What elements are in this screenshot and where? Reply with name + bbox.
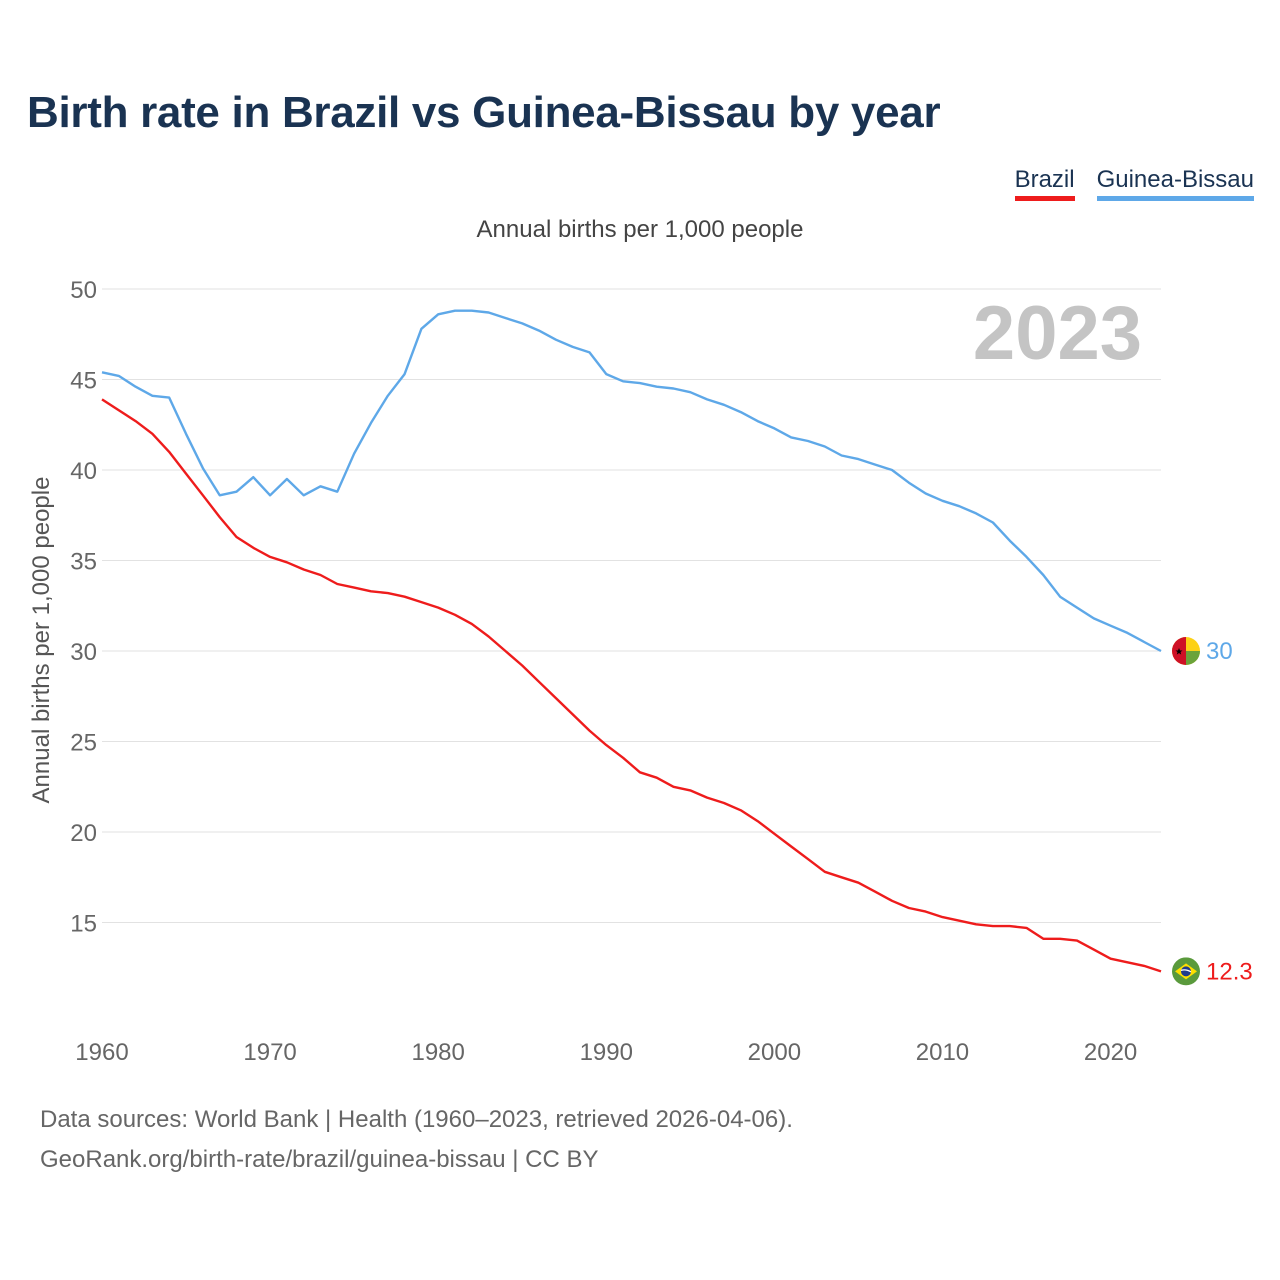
brazil-flag-icon — [1172, 957, 1200, 986]
legend-item-guinea-bissau[interactable]: Guinea-Bissau — [1096, 166, 1254, 201]
x-tick-label: 1960 — [75, 1039, 128, 1066]
legend: Brazil Guinea-Bissau — [1014, 166, 1254, 201]
y-tick-label: 20 — [70, 820, 97, 847]
y-axis-ticks: 15 20 25 30 35 40 45 50 — [70, 277, 97, 938]
y-tick-label: 15 — [70, 911, 97, 938]
x-tick-label: 2000 — [748, 1039, 801, 1066]
x-tick-label: 1990 — [580, 1039, 633, 1066]
chart-title: Birth rate in Brazil vs Guinea-Bissau by… — [27, 88, 941, 137]
y-axis-label: Annual births per 1,000 people — [28, 476, 55, 804]
footer-sources: Data sources: World Bank | Health (1960–… — [40, 1106, 793, 1133]
series-lines — [101, 309, 1162, 973]
footer-url[interactable]: GeoRank.org/birth-rate/brazil/guinea-bis… — [40, 1146, 599, 1173]
y-tick-label: 30 — [70, 639, 97, 666]
brazil-end-value: 12.3 — [1206, 958, 1253, 985]
x-tick-label: 2010 — [916, 1039, 969, 1066]
y-tick-label: 45 — [70, 368, 97, 395]
guinea-bissau-flag-icon — [1172, 637, 1200, 665]
line-chart: 15 20 25 30 35 40 45 50 1960 1970 1980 1990 2000 201… — [70, 277, 1253, 1066]
y-tick-label: 50 — [70, 277, 97, 304]
y-tick-label: 40 — [70, 458, 97, 485]
chart-subtitle: Annual births per 1,000 people — [476, 216, 804, 243]
x-tick-label: 2020 — [1084, 1039, 1137, 1066]
x-axis-ticks: 1960 1970 1980 1990 2000 2010 2020 — [75, 1039, 1137, 1066]
x-tick-label: 1980 — [411, 1039, 464, 1066]
guinea-bissau-end-value: 30 — [1206, 638, 1233, 665]
end-markers: 30 12.3 — [1172, 637, 1253, 986]
series-line-brazil[interactable] — [101, 398, 1162, 973]
y-tick-label: 25 — [70, 730, 97, 757]
legend-item-brazil[interactable]: Brazil — [1014, 166, 1075, 201]
x-tick-label: 1970 — [243, 1039, 296, 1066]
series-line-guinea-bissau[interactable] — [101, 309, 1162, 653]
grid-lines — [102, 288, 1161, 923]
year-watermark: 2023 — [972, 291, 1142, 376]
y-tick-label: 35 — [70, 549, 97, 576]
